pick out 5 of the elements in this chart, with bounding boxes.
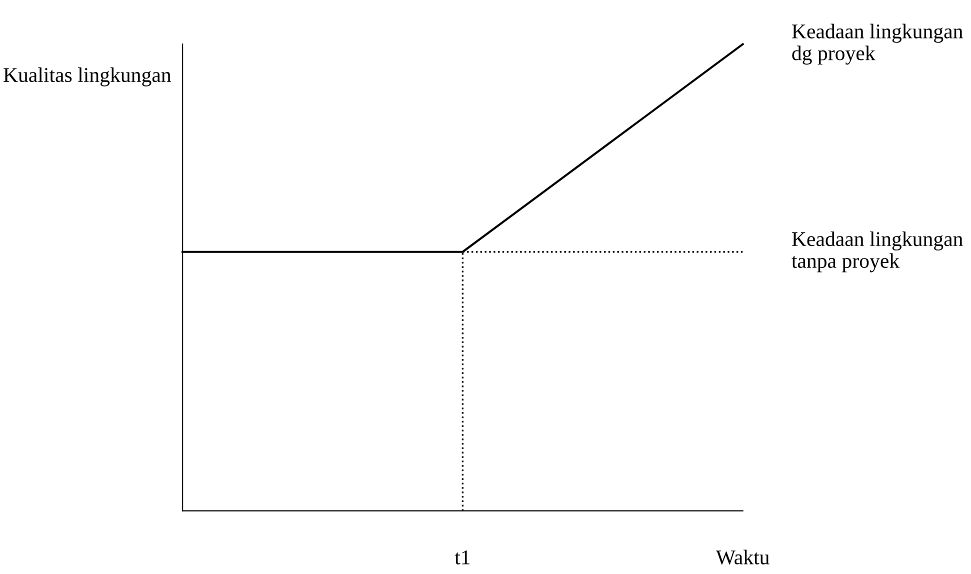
text: Keadaan lingkungan tanpa proyek	[792, 231, 963, 272]
x-tick-label: t1	[454, 550, 470, 564]
text: Keadaan lingkungan dg proyek	[792, 24, 963, 65]
x-tick-label: Waktu	[716, 550, 770, 565]
y-axis-title: Kualitas lingkungan	[4, 67, 172, 86]
